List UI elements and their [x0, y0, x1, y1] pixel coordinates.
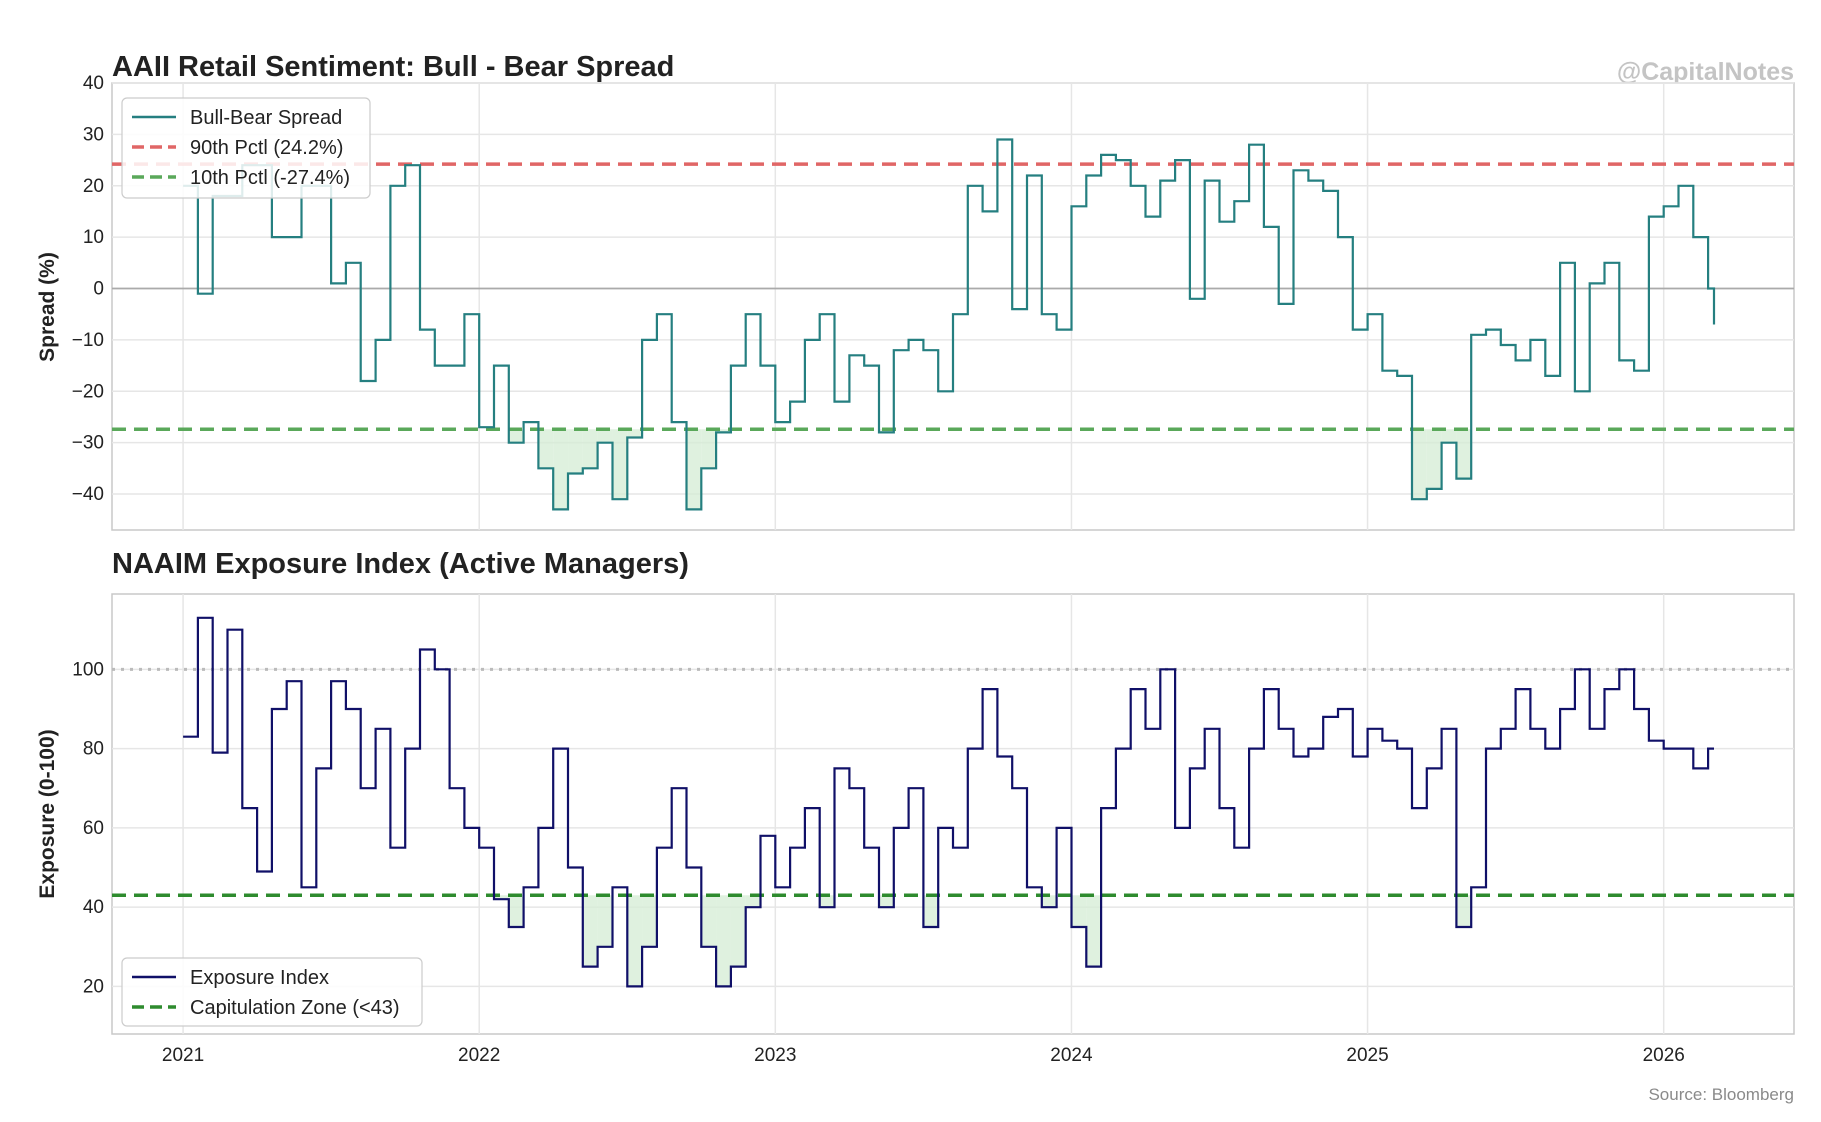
y-tick-labels-naaim: 100 80 60 40 20 [72, 659, 104, 997]
legend-box-naaim [121, 957, 423, 1027]
capitulation-fill-segment [878, 895, 894, 908]
capitulation-fill-segment [642, 895, 657, 947]
extreme-fear-fill [612, 429, 628, 500]
x-tick-label: 2024 [1050, 1045, 1093, 1066]
y-tick-label: −10 [72, 330, 104, 351]
y-axis-label-naaim: Exposure (0-100) [36, 729, 59, 898]
extreme-fear-fill [538, 429, 554, 469]
extreme-fear-fill [568, 429, 583, 474]
source-note: Source: Bloomberg [1648, 1085, 1794, 1104]
legend-aaii: Bull-Bear Spread 90th Pctl (24.2%) 10th … [121, 97, 371, 199]
extreme-fear-fill [508, 429, 524, 443]
extreme-fear-fill [686, 429, 702, 510]
y-tick-label: −20 [72, 381, 104, 402]
y-tick-label: 20 [83, 976, 104, 997]
extreme-fear-fill [1426, 429, 1442, 489]
extreme-fear-fill [1441, 429, 1457, 443]
y-tick-label: −40 [72, 484, 104, 505]
capitulation-fill-segment [494, 895, 509, 900]
y-tick-labels-aaii: 40 30 20 10 0 −10 −20 −30 −40 [72, 73, 104, 505]
y-tick-label: 40 [83, 897, 104, 918]
capitulation-fill-segment [701, 895, 717, 947]
capitulation-fill-segment [819, 895, 835, 908]
x-tick-label: 2023 [754, 1045, 796, 1066]
plot-area-aaii [111, 82, 1795, 531]
capitulation-fill-segment [597, 895, 613, 947]
x-tick-labels: 2021 2022 2023 2024 2025 2026 [162, 1045, 1685, 1066]
chart-naaim: NAAIM Exposure Index (Active Managers) 1… [36, 548, 1795, 1066]
chart-title-naaim: NAAIM Exposure Index (Active Managers) [112, 548, 689, 580]
watermark: @CapitalNotes [1617, 58, 1794, 86]
chart-aaii: AAII Retail Sentiment: Bull - Bear Sprea… [36, 51, 1795, 531]
capitulation-fill-segment [582, 895, 598, 967]
legend-label-10th-pctl: 10th Pctl (-27.4%) [190, 167, 350, 189]
y-tick-label: 60 [83, 818, 104, 839]
series-line-exposure-index [183, 616, 1714, 988]
x-tick-label: 2022 [458, 1045, 500, 1066]
capitulation-fill-segment [1456, 895, 1472, 927]
extreme-fear-fill [1411, 429, 1427, 500]
capitulation-fill-segment [1041, 895, 1057, 908]
extreme-fear-fill [1456, 429, 1472, 479]
y-tick-label: 20 [83, 176, 104, 197]
capitulation-fill-segment [745, 895, 761, 908]
capitulation-fill-segment [1071, 895, 1087, 927]
y-axis-label-aaii: Spread (%) [36, 252, 59, 362]
legend-label-90th-pctl: 90th Pctl (24.2%) [190, 137, 343, 159]
series-line-bull-bear-spread [183, 138, 1716, 511]
capitulation-fill-segment [508, 895, 524, 927]
extreme-fear-fill [716, 429, 731, 433]
legend-label-exposure-index: Exposure Index [190, 967, 329, 989]
x-tick-label: 2021 [162, 1045, 204, 1066]
extreme-fill-aaii [508, 429, 1472, 510]
y-tick-label: −30 [72, 433, 104, 454]
capitulation-fill [494, 895, 1472, 987]
y-tick-label: 40 [83, 73, 104, 94]
y-tick-label: 80 [83, 739, 104, 760]
x-tick-label: 2025 [1346, 1045, 1388, 1066]
capitulation-fill-segment [716, 895, 731, 987]
extreme-fear-fill [597, 429, 613, 443]
extreme-fear-fill [701, 429, 717, 469]
x-tick-label: 2026 [1643, 1045, 1685, 1066]
y-tick-label: 30 [83, 124, 104, 145]
capitulation-fill-segment [627, 895, 643, 987]
y-tick-label: 0 [93, 279, 104, 300]
extreme-fear-fill [627, 429, 643, 438]
capitulation-fill-segment [1086, 895, 1102, 967]
y-tick-label: 100 [72, 659, 104, 680]
extreme-fear-fill [582, 429, 598, 469]
chart-title-aaii: AAII Retail Sentiment: Bull - Bear Sprea… [112, 51, 674, 83]
legend-box-aaii [121, 97, 371, 199]
capitulation-fill-segment [730, 895, 746, 967]
legend-label-capitulation-zone: Capitulation Zone (<43) [190, 997, 400, 1019]
legend-label-bull-bear-spread: Bull-Bear Spread [190, 107, 342, 129]
capitulation-fill-segment [923, 895, 939, 927]
y-tick-label: 10 [83, 227, 104, 248]
legend-naaim: Exposure Index Capitulation Zone (<43) [121, 957, 423, 1027]
extreme-fear-fill [553, 429, 569, 510]
